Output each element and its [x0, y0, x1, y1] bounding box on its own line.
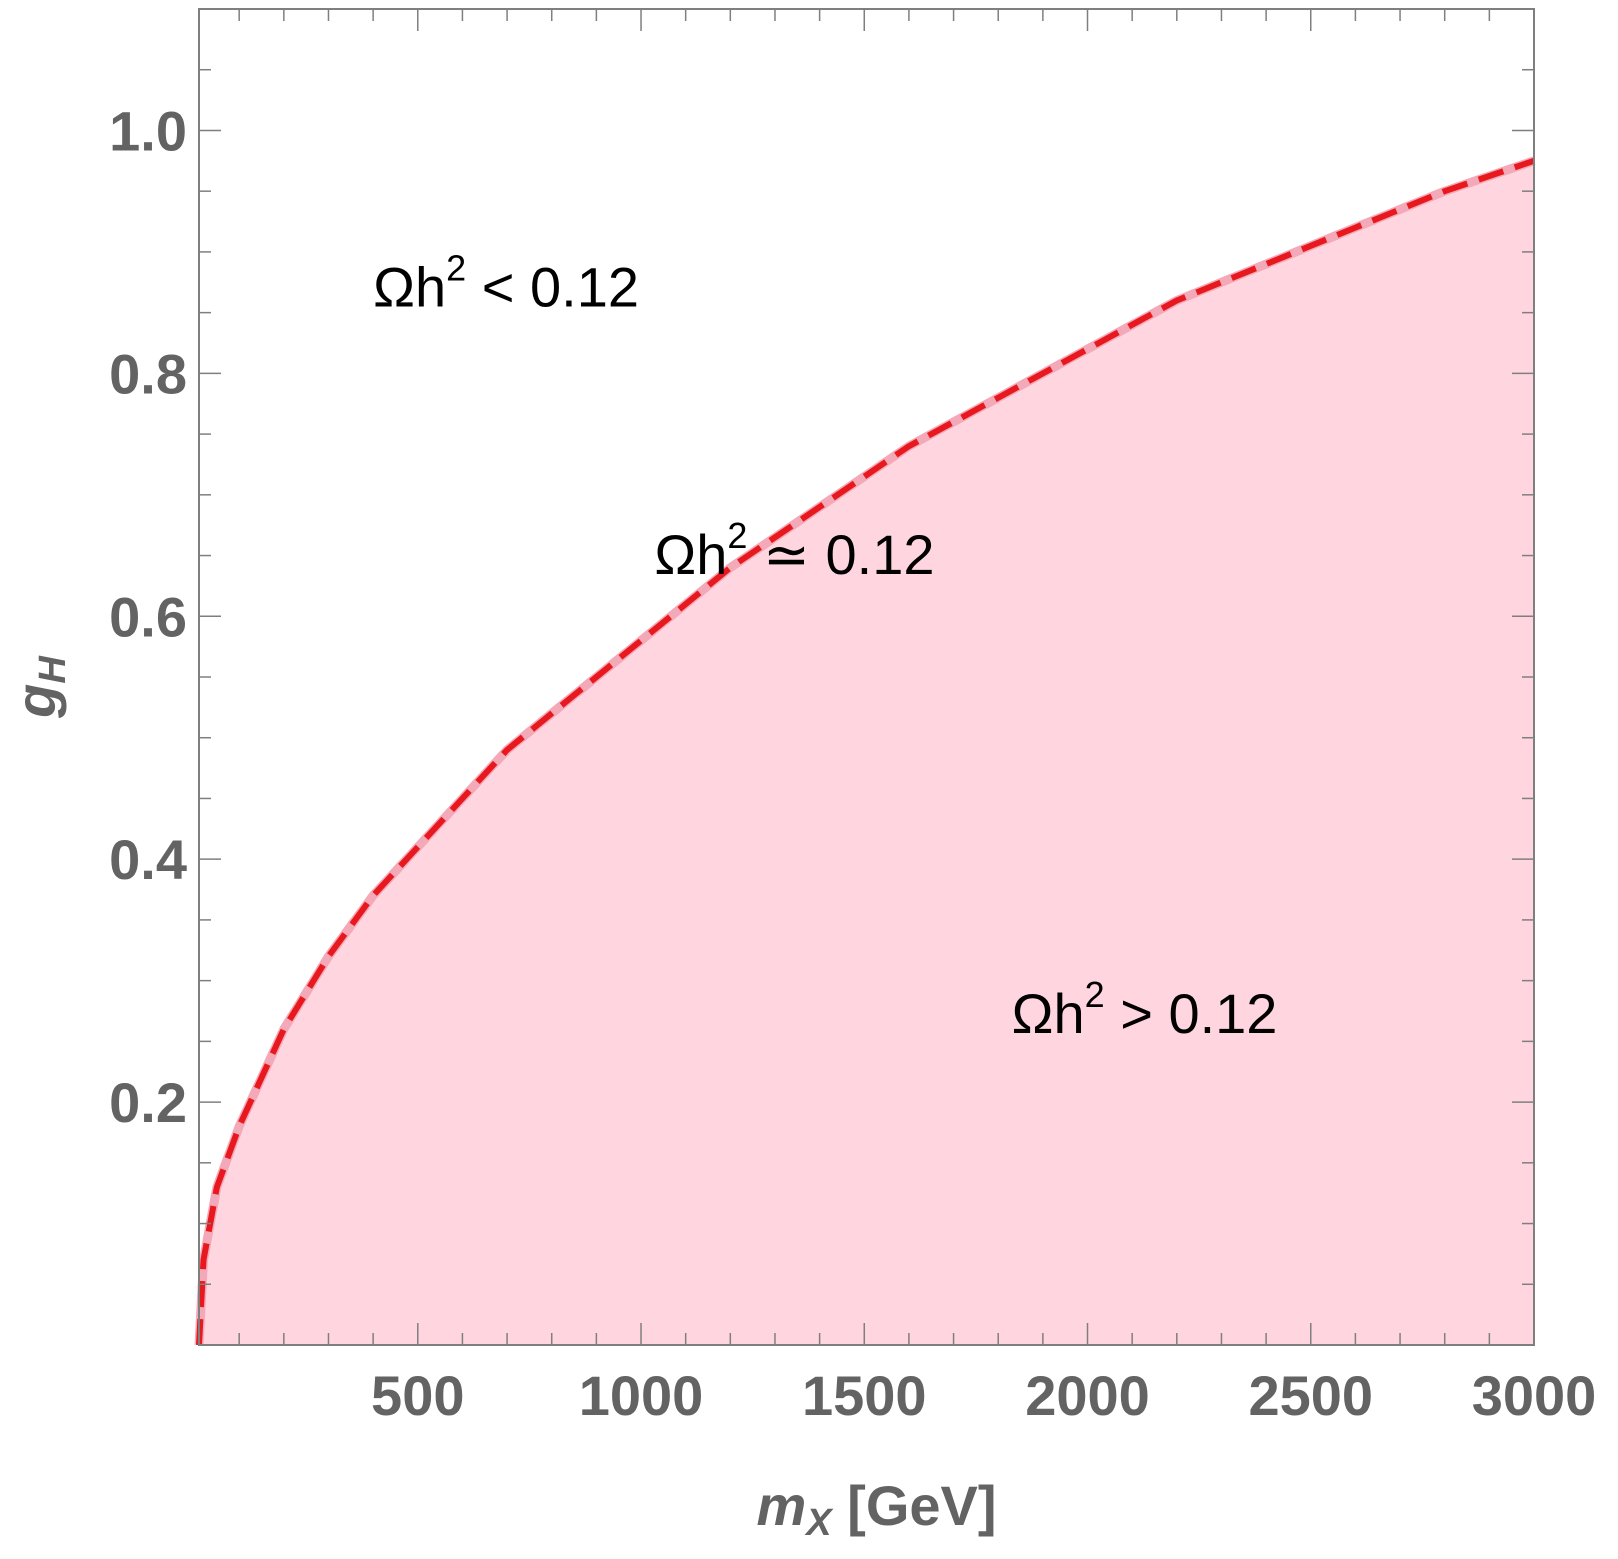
annotation-sup: 2 [727, 515, 747, 556]
x-tick-label: 2000 [1025, 1364, 1150, 1427]
x-axis-label-unit: [GeV] [832, 1474, 997, 1537]
y-tick-label: 1.0 [109, 99, 187, 162]
annotation-sup: 2 [1085, 974, 1105, 1015]
region-fill-layer [199, 160, 1534, 1345]
y-axis-label: gH [4, 655, 74, 719]
x-axis-label: mX [GeV] [756, 1474, 996, 1544]
y-tick-label: 0.4 [109, 828, 187, 891]
x-tick-label: 500 [371, 1364, 464, 1427]
annotation-value: > 0.12 [1105, 982, 1278, 1045]
y-tick-label: 0.6 [109, 585, 187, 648]
annotation-sup: 2 [446, 248, 466, 289]
annotation-omega: Ωh [373, 256, 446, 319]
y-tick-labels: 0.2 0.4 0.6 0.8 1.0 [109, 99, 187, 1134]
curve-layer [194, 156, 1536, 1346]
x-tick-label: 1500 [802, 1364, 927, 1427]
y-tick-label: 0.8 [109, 342, 187, 405]
x-tick-labels: 500 1000 1500 2000 2500 3000 [371, 1364, 1596, 1427]
x-tick-label: 3000 [1472, 1364, 1597, 1427]
relic-density-curve [196, 157, 1535, 1346]
x-tick-label: 1000 [579, 1364, 704, 1427]
annotation-omega: Ωh [1012, 982, 1085, 1045]
annotation-value: < 0.12 [466, 256, 639, 319]
region-annotation: Ωh2 > 0.12 [1012, 974, 1278, 1045]
region-annotation: Ωh2 < 0.12 [373, 248, 639, 319]
x-axis-label-sub: X [804, 1502, 834, 1544]
x-tick-label: 2500 [1248, 1364, 1373, 1427]
y-tick-label: 0.2 [109, 1071, 187, 1134]
y-axis-label-main: g [4, 684, 67, 719]
annotation-omega: Ωh [654, 523, 727, 586]
region-annotation: Ωh2 ≃ 0.12 [654, 515, 934, 586]
x-axis-label-main: m [756, 1474, 806, 1537]
tick-marks [199, 9, 1535, 1345]
annotation-value: ≃ 0.12 [747, 523, 934, 586]
region-fill [199, 160, 1534, 1345]
y-axis-label-sub: H [32, 655, 74, 684]
